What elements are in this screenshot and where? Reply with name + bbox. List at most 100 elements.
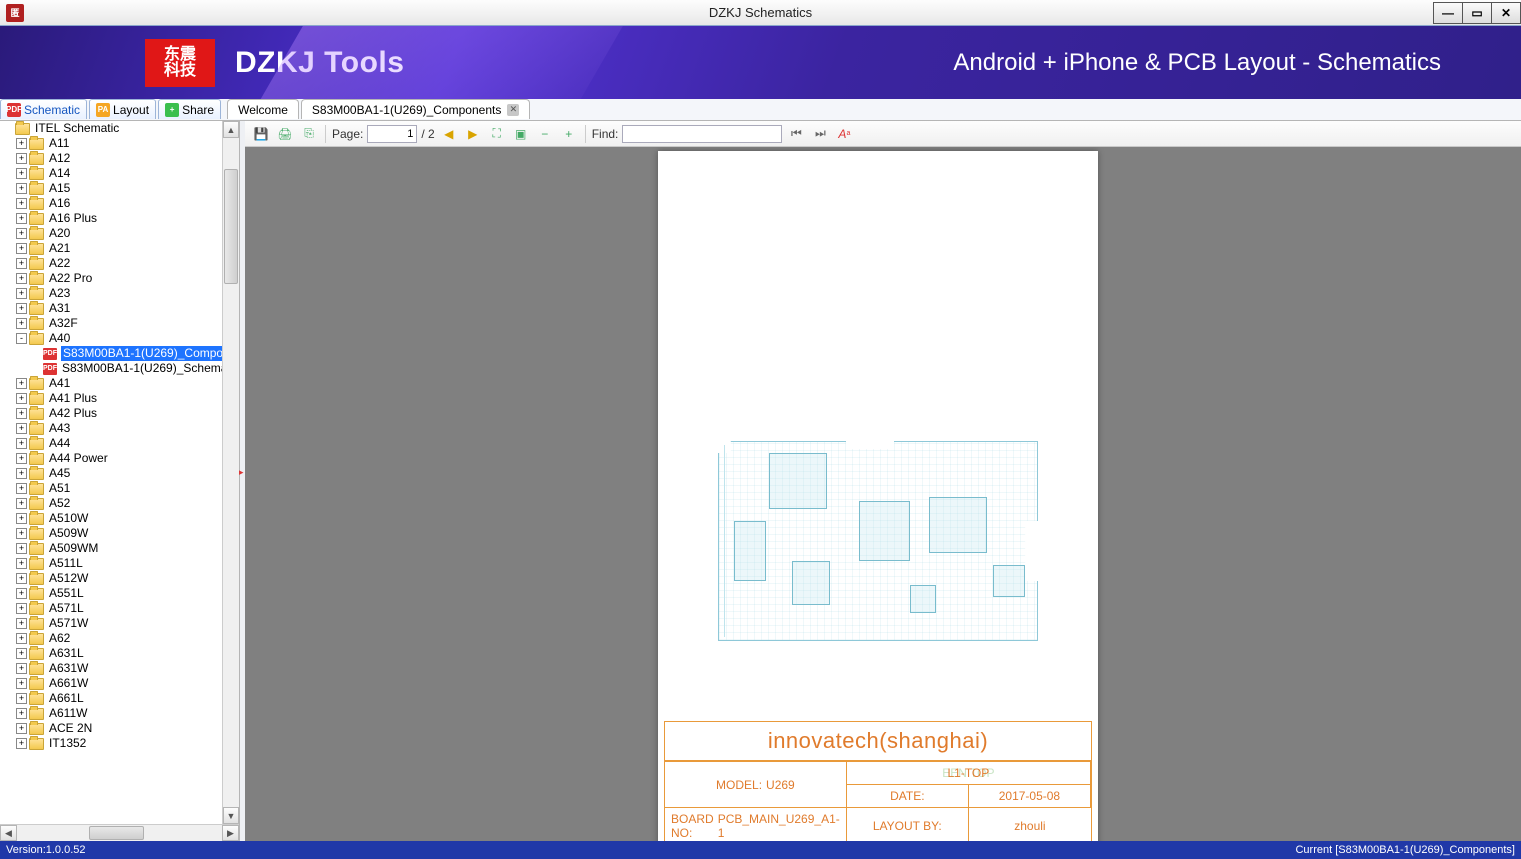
tree-folder-item[interactable]: +A571L [0,601,222,616]
tree-folder-item[interactable]: +ACE 2N [0,721,222,736]
expand-icon[interactable]: + [16,318,27,329]
expand-icon[interactable]: + [16,693,27,704]
expand-icon[interactable]: + [16,153,27,164]
expand-icon[interactable]: + [16,498,27,509]
expand-icon[interactable]: + [16,243,27,254]
tree-horizontal-scrollbar[interactable]: ◀ ▶ [0,824,239,841]
expand-icon[interactable]: + [16,588,27,599]
expand-icon[interactable]: + [16,603,27,614]
expand-icon[interactable]: + [16,573,27,584]
tree-folder-item[interactable]: +A44 [0,436,222,451]
page-number-input[interactable] [367,125,417,143]
doc-tab-components[interactable]: S83M00BA1-1(U269)_Components ✕ [301,99,530,119]
expand-icon[interactable]: + [16,678,27,689]
prev-page-button[interactable]: ◀ [439,124,459,144]
tree-folder-item[interactable]: +A661L [0,691,222,706]
tree-folder-item[interactable]: +A509W [0,526,222,541]
tree-folder-item[interactable]: +A22 [0,256,222,271]
splitter-handle[interactable] [240,121,245,841]
copy-button[interactable]: ⎘ [299,124,319,144]
find-prev-button[interactable]: ⏮ [786,124,806,144]
expand-icon[interactable]: + [16,138,27,149]
expand-icon[interactable]: + [16,513,27,524]
tree-folder-item[interactable]: +A571W [0,616,222,631]
expand-icon[interactable]: + [16,468,27,479]
tree-file-item[interactable]: PDFS83M00BA1-1(U269)_Components [0,346,222,361]
expand-icon[interactable]: + [16,288,27,299]
expand-icon[interactable]: + [16,558,27,569]
expand-icon[interactable]: + [16,738,27,749]
text-tool-button[interactable]: Aa [834,124,854,144]
close-icon[interactable]: ✕ [507,104,519,116]
tree-folder-item[interactable]: ITEL Schematic [0,121,222,136]
expand-icon[interactable]: + [16,213,27,224]
tree-folder-item[interactable]: +A22 Pro [0,271,222,286]
tree-folder-item[interactable]: +A509WM [0,541,222,556]
expand-icon[interactable]: + [16,633,27,644]
tree-folder-item[interactable]: +A32F [0,316,222,331]
collapse-icon[interactable]: - [16,333,27,344]
expand-icon[interactable]: + [16,663,27,674]
tree-folder-item[interactable]: +IT1352 [0,736,222,751]
scroll-down-icon[interactable]: ▼ [223,807,239,824]
minimize-button[interactable]: — [1433,2,1463,24]
tree-folder-item[interactable]: +A12 [0,151,222,166]
tree-folder-item[interactable]: +A41 [0,376,222,391]
schematic-tree[interactable]: ITEL Schematic+A11+A12+A14+A15+A16+A16 P… [0,121,222,824]
tree-folder-item[interactable]: +A20 [0,226,222,241]
expand-icon[interactable]: + [16,408,27,419]
tree-file-item[interactable]: PDFS83M00BA1-1(U269)_Schematic [0,361,222,376]
tree-folder-item[interactable]: -A40 [0,331,222,346]
tree-folder-item[interactable]: +A44 Power [0,451,222,466]
expand-icon[interactable]: + [16,258,27,269]
zoom-in-button[interactable]: + [559,124,579,144]
scroll-right-icon[interactable]: ▶ [222,825,239,841]
expand-icon[interactable]: + [16,723,27,734]
expand-icon[interactable]: + [16,423,27,434]
expand-icon[interactable]: + [16,183,27,194]
tree-folder-item[interactable]: +A31 [0,301,222,316]
tree-folder-item[interactable]: +A41 Plus [0,391,222,406]
panel-tab-share[interactable]: + Share [158,99,221,119]
expand-icon[interactable]: + [16,438,27,449]
expand-icon[interactable]: + [16,378,27,389]
tree-folder-item[interactable]: +A45 [0,466,222,481]
expand-icon[interactable]: + [16,618,27,629]
scroll-thumb[interactable] [89,826,144,840]
tree-folder-item[interactable]: +A23 [0,286,222,301]
scroll-track[interactable] [17,825,222,841]
zoom-out-button[interactable]: − [535,124,555,144]
expand-icon[interactable]: + [16,708,27,719]
close-button[interactable]: ✕ [1491,2,1521,24]
tree-folder-item[interactable]: +A42 Plus [0,406,222,421]
print-button[interactable]: 🖨 [275,124,295,144]
expand-icon[interactable]: + [16,273,27,284]
expand-icon[interactable]: + [16,393,27,404]
tree-folder-item[interactable]: +A510W [0,511,222,526]
tree-folder-item[interactable]: +A511L [0,556,222,571]
next-page-button[interactable]: ▶ [463,124,483,144]
scroll-up-icon[interactable]: ▲ [223,121,239,138]
tree-folder-item[interactable]: +A512W [0,571,222,586]
tree-folder-item[interactable]: +A551L [0,586,222,601]
panel-tab-schematic[interactable]: PDF Schematic [0,99,87,119]
tree-folder-item[interactable]: +A631L [0,646,222,661]
fit-width-button[interactable]: ▣ [511,124,531,144]
tree-folder-item[interactable]: +A611W [0,706,222,721]
expand-icon[interactable]: + [16,228,27,239]
panel-tab-layout[interactable]: PA Layout [89,99,156,119]
expand-icon[interactable]: + [16,303,27,314]
save-button[interactable]: 💾 [251,124,271,144]
expand-icon[interactable]: + [16,198,27,209]
tree-folder-item[interactable]: +A661W [0,676,222,691]
doc-tab-welcome[interactable]: Welcome [227,99,299,119]
expand-icon[interactable]: + [16,543,27,554]
tree-folder-item[interactable]: +A21 [0,241,222,256]
find-next-button[interactable]: ⏭ [810,124,830,144]
tree-folder-item[interactable]: +A62 [0,631,222,646]
tree-folder-item[interactable]: +A52 [0,496,222,511]
tree-folder-item[interactable]: +A631W [0,661,222,676]
tree-folder-item[interactable]: +A14 [0,166,222,181]
pdf-viewer[interactable]: innovatech(shanghai) MODEL: U269 L1-TOP … [245,147,1521,841]
fit-page-button[interactable]: ⛶ [487,124,507,144]
